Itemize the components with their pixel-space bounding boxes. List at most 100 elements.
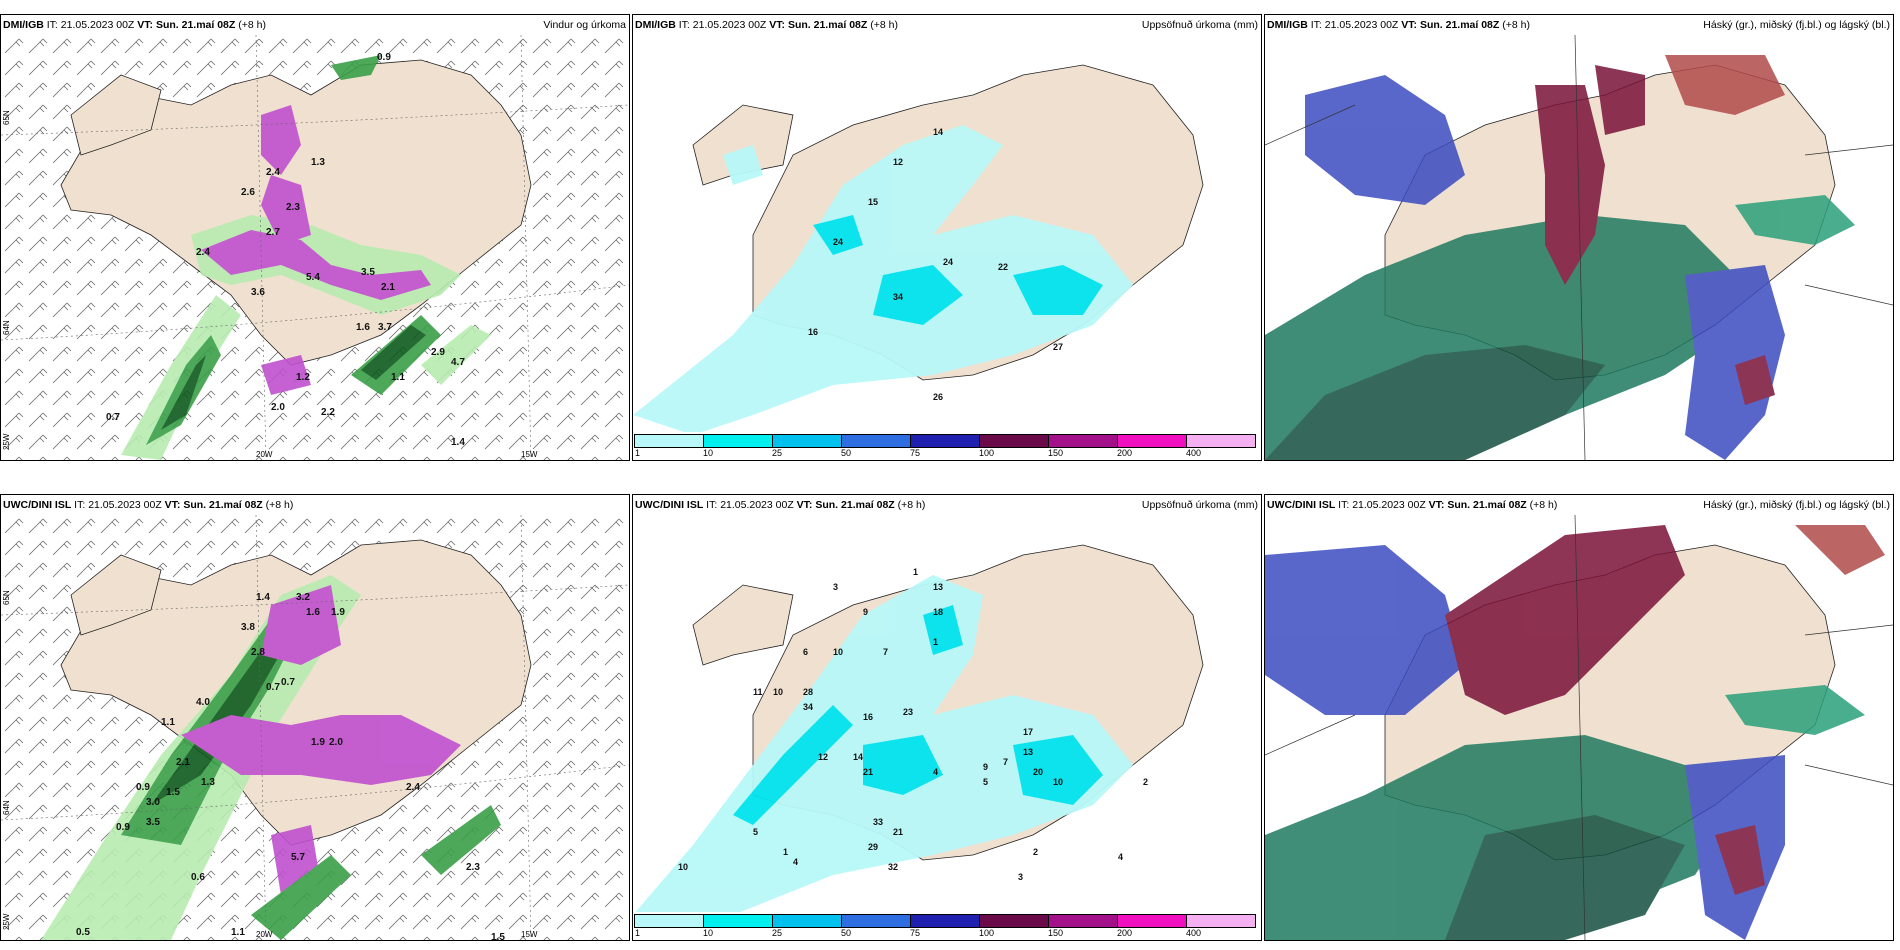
svg-text:2.8: 2.8 (251, 647, 265, 658)
svg-text:21: 21 (893, 827, 903, 837)
svg-text:34: 34 (803, 702, 813, 712)
svg-text:2.3: 2.3 (286, 202, 300, 213)
svg-text:2.3: 2.3 (466, 862, 480, 873)
field-title: Uppsöfnuð úrkoma (mm) (1141, 19, 1258, 31)
svg-text:33: 33 (873, 817, 883, 827)
map-panel-clouds-dmi: DMI/IGB IT: 21.05.2023 00Z VT: Sun. 21.m… (1264, 14, 1894, 461)
cloud-areas (1265, 525, 1885, 940)
svg-text:28: 28 (803, 687, 813, 697)
svg-text:1.5: 1.5 (491, 932, 505, 940)
colorbar-box-5 (910, 914, 980, 928)
svg-text:23: 23 (903, 707, 913, 717)
svg-text:2.1: 2.1 (176, 757, 190, 768)
lat-label-65: 65N (2, 110, 11, 125)
lead-time: (+8 h) (1502, 19, 1530, 31)
accum-precip-map: 14 12 15 24 24 22 34 16 27 26 (633, 35, 1261, 460)
colorbar-box-5 (910, 434, 980, 448)
svg-text:3.5: 3.5 (361, 267, 375, 278)
svg-text:2.6: 2.6 (241, 187, 255, 198)
map-panel-accum-precip-dmi: DMI/IGB IT: 21.05.2023 00Z VT: Sun. 21.m… (632, 14, 1262, 461)
model-name: DMI/IGB (635, 19, 676, 31)
precip-areas (121, 55, 491, 460)
init-time: 21.05.2023 00Z (1324, 19, 1399, 31)
precip-value-labels: 0.7 1.4 3.2 1.6 1.9 3.8 2.8 4.0 1.1 0.9 … (76, 592, 505, 940)
lead-time: (+8 h) (897, 499, 926, 511)
svg-text:15: 15 (868, 197, 878, 207)
svg-text:2.4: 2.4 (406, 782, 420, 793)
map-panel-wind-precip-uwc: UWC/DINI ISL IT: 21.05.2023 00Z VT: Sun.… (0, 494, 630, 941)
precip-value-labels: 0.9 2.4 1.3 2.4 2.6 2.7 2.3 3.6 5.4 3.5 … (106, 52, 465, 448)
svg-text:16: 16 (808, 327, 818, 337)
svg-text:12: 12 (818, 752, 828, 762)
colorbar-box-6 (979, 914, 1049, 928)
svg-text:10: 10 (678, 862, 688, 872)
accum-precip-map: 1 13 3 9 18 10 7 6 1 28 11 10 34 16 23 1… (633, 515, 1261, 940)
svg-text:2.4: 2.4 (196, 247, 210, 258)
svg-text:3.8: 3.8 (241, 622, 255, 633)
svg-text:1.1: 1.1 (161, 717, 175, 728)
svg-text:2.9: 2.9 (431, 347, 445, 358)
svg-text:5: 5 (983, 777, 988, 787)
svg-text:5.7: 5.7 (291, 852, 305, 863)
colorbar-box-8 (1117, 914, 1187, 928)
wind-precip-map: 65N 64N 25W 20W 15W 0.9 2.4 1.3 2.4 2.6 … (1, 35, 629, 460)
valid-time: Sun. 21.maí 08Z (1419, 19, 1500, 31)
svg-text:24: 24 (943, 257, 953, 267)
colorbar-box-2 (703, 434, 773, 448)
accum-areas (633, 125, 1133, 435)
svg-text:7: 7 (1003, 757, 1008, 767)
svg-text:14: 14 (933, 127, 943, 137)
svg-text:6: 6 (803, 647, 808, 657)
svg-text:1.3: 1.3 (311, 157, 325, 168)
panel-header: DMI/IGB IT: 21.05.2023 00Z VT: Sun. 21.m… (1, 15, 629, 35)
svg-text:5: 5 (753, 827, 758, 837)
accum-areas (633, 575, 1133, 915)
svg-text:1.9: 1.9 (311, 737, 325, 748)
init-time: 21.05.2023 00Z (88, 499, 162, 511)
model-name: DMI/IGB (1267, 19, 1308, 31)
wind-precip-map: 65N 64N 25W 20W 15W 0.7 1.4 3.2 1.6 1.9 … (1, 515, 629, 940)
svg-text:0.7: 0.7 (281, 677, 295, 688)
valid-time: Sun. 21.maí 08Z (183, 499, 263, 511)
colorbar-box-1 (634, 914, 704, 928)
svg-text:1: 1 (783, 847, 788, 857)
graticule (1, 515, 629, 940)
lon-label-15: 15W (521, 450, 538, 459)
svg-text:10: 10 (833, 647, 843, 657)
lon-label-20: 20W (256, 450, 273, 459)
accum-value-labels: 1 13 3 9 18 10 7 6 1 28 11 10 34 16 23 1… (678, 567, 1148, 927)
colorbar-box-1 (634, 434, 704, 448)
lead-time: (+8 h) (238, 19, 266, 31)
svg-text:3.7: 3.7 (378, 322, 392, 333)
valid-time: Sun. 21.maí 08Z (815, 499, 895, 511)
svg-text:26: 26 (933, 392, 943, 402)
svg-text:5.4: 5.4 (306, 272, 320, 283)
svg-text:3.2: 3.2 (296, 592, 310, 603)
svg-text:1.6: 1.6 (356, 322, 370, 333)
svg-text:20W: 20W (256, 930, 273, 939)
panel-header: DMI/IGB IT: 21.05.2023 00Z VT: Sun. 21.m… (1265, 15, 1893, 35)
map-panel-accum-precip-uwc: UWC/DINI ISL IT: 21.05.2023 00Z VT: Sun.… (632, 494, 1262, 941)
svg-text:1.6: 1.6 (306, 607, 320, 618)
svg-text:4.7: 4.7 (451, 357, 465, 368)
svg-text:2.0: 2.0 (271, 402, 285, 413)
svg-text:24: 24 (833, 237, 843, 247)
svg-text:1.9: 1.9 (331, 607, 345, 618)
init-time: 21.05.2023 00Z (692, 19, 767, 31)
svg-text:4.0: 4.0 (196, 697, 210, 708)
svg-text:9: 9 (983, 762, 988, 772)
iceland-west-fjords (70, 74, 162, 156)
colorbar-box-8 (1117, 434, 1187, 448)
colorbar-box-2 (703, 914, 773, 928)
svg-text:2: 2 (1143, 777, 1148, 787)
colorbar-box-7 (1048, 434, 1118, 448)
svg-text:0.6: 0.6 (191, 872, 205, 883)
svg-text:22: 22 (998, 262, 1008, 272)
colorbar-box-4 (841, 914, 911, 928)
colorbar-box-3 (772, 914, 842, 928)
svg-text:10: 10 (1053, 777, 1063, 787)
svg-text:1.1: 1.1 (391, 372, 405, 383)
init-time: 21.05.2023 00Z (720, 499, 794, 511)
svg-text:3.0: 3.0 (146, 797, 160, 808)
colorbar-box-6 (979, 434, 1049, 448)
